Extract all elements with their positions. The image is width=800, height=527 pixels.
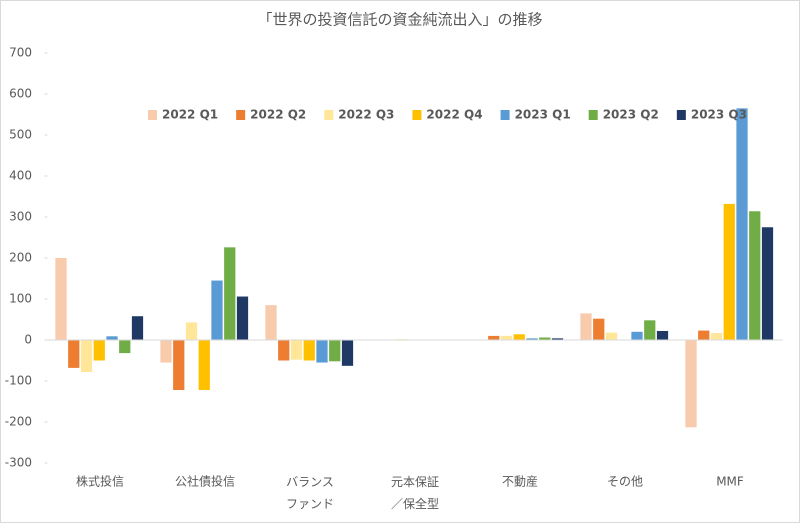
bar (265, 305, 277, 340)
y-tick-label: 200 (9, 251, 32, 265)
bar (131, 316, 144, 340)
bar (55, 258, 67, 340)
bar (631, 331, 643, 340)
bar (290, 340, 303, 360)
y-tick-label: 100 (9, 292, 32, 306)
bar (160, 340, 172, 363)
legend-swatch (236, 110, 246, 120)
bar (185, 322, 198, 340)
bar (539, 337, 551, 340)
bar (106, 336, 118, 340)
legend-label: 2022 Q1 (162, 108, 218, 122)
y-tick-label: 700 (9, 46, 32, 60)
bar (605, 332, 618, 340)
legend-label: 2023 Q1 (515, 108, 571, 122)
bar (278, 340, 290, 361)
bar (749, 211, 761, 340)
chart-title: 「世界の投資信託の資金純流出入」の推移 (257, 11, 542, 29)
legend-swatch (148, 110, 157, 120)
x-tick-label: その他 (607, 475, 643, 489)
bar (80, 340, 93, 372)
bar (710, 333, 723, 340)
bar (685, 340, 697, 428)
legend-swatch (324, 110, 334, 120)
legend-swatch (500, 110, 510, 120)
legend-swatch (412, 110, 422, 120)
bar (761, 227, 774, 340)
bar (580, 313, 592, 340)
bar (551, 338, 564, 340)
x-tick-label: 不動産 (502, 474, 538, 489)
legend-swatch (676, 110, 686, 120)
legend-label: 2022 Q4 (426, 108, 482, 122)
bar (93, 340, 105, 361)
bar (224, 247, 236, 340)
y-tick-label: 0 (24, 333, 32, 347)
y-tick-label: 600 (9, 87, 32, 101)
y-tick-label: 400 (9, 169, 32, 183)
bar (211, 280, 223, 340)
y-tick-label: 500 (9, 128, 32, 142)
bar (526, 338, 538, 340)
x-tick-label: バランスファンド (286, 475, 334, 511)
y-tick-label: -300 (5, 456, 32, 470)
bar (698, 330, 710, 340)
legend-label: 2022 Q2 (250, 108, 306, 122)
legend-label: 2022 Q3 (338, 108, 394, 122)
bar (644, 320, 656, 340)
bar (656, 330, 669, 340)
bar (119, 340, 131, 354)
y-tick-label: -100 (5, 374, 32, 388)
legend-swatch (588, 110, 598, 120)
bar (316, 340, 328, 363)
bar (173, 340, 185, 391)
bar (329, 340, 341, 362)
x-tick-label: 公社債投信 (175, 474, 235, 489)
bar (736, 108, 748, 340)
x-tick-label: 株式投信 (76, 474, 124, 489)
bar (500, 335, 513, 340)
bar (593, 318, 605, 340)
bar (236, 296, 249, 340)
y-tick-label: -200 (5, 415, 32, 429)
y-tick-label: 300 (9, 210, 32, 224)
bar (488, 335, 500, 340)
x-tick-label: MMF (716, 475, 744, 489)
bar (513, 334, 525, 340)
bar (198, 340, 210, 391)
legend-label: 2023 Q2 (603, 108, 659, 122)
bar (341, 340, 354, 366)
bar (303, 340, 315, 361)
bar (68, 340, 80, 368)
bar (723, 203, 735, 340)
legend-label: 2023 Q3 (691, 108, 747, 122)
x-tick-label: 元本保証／保全型 (391, 475, 439, 511)
